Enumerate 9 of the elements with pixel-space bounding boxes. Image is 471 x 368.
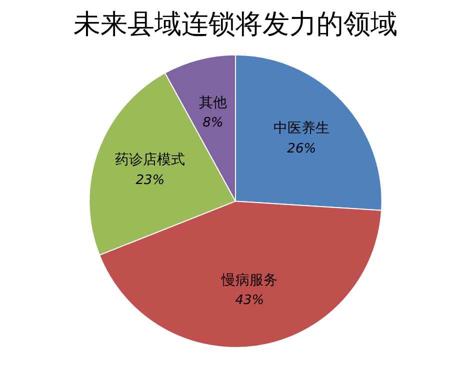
slice-label: 其他 [198, 94, 227, 111]
slice-label: 中医养生 [274, 120, 330, 137]
slice-label: 药诊店模式 [115, 152, 186, 168]
data-label: 43% [235, 293, 264, 308]
data-label: 26% [287, 141, 316, 156]
chart-title: 未来县域连锁将发力的领域 [74, 9, 398, 40]
data-label: 8% [202, 116, 224, 131]
slice-label: 慢病服务 [220, 272, 278, 288]
data-label: 23% [136, 172, 165, 188]
